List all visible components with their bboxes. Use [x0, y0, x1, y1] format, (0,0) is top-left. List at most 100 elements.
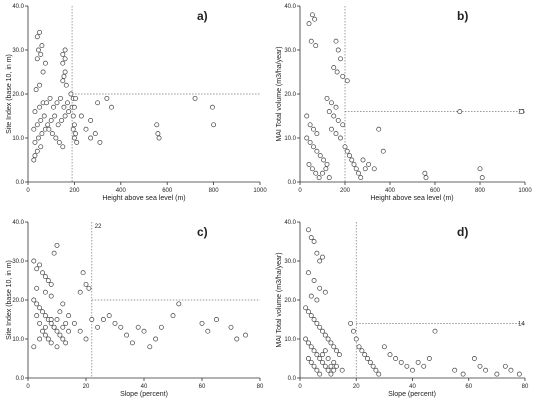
data-point: [89, 317, 95, 322]
data-point: [74, 139, 80, 145]
data-point: [48, 317, 54, 322]
data-point: [62, 47, 68, 53]
data-point: [381, 344, 387, 350]
data-point: [59, 117, 65, 123]
data-point: [214, 317, 219, 322]
data-point: [314, 320, 320, 326]
data-point: [306, 161, 312, 167]
data-point: [63, 340, 69, 346]
data-point: [62, 56, 68, 62]
data-point: [77, 328, 83, 334]
data-point: [37, 82, 43, 88]
data-point: [303, 336, 309, 342]
data-point: [423, 175, 429, 181]
x-tick-label: 40: [141, 384, 148, 390]
y-tick-label: 30.0: [284, 48, 296, 54]
data-point: [31, 297, 37, 303]
data-point: [477, 166, 483, 172]
x-tick-label: 20: [83, 384, 90, 390]
data-point: [37, 104, 43, 110]
data-point: [353, 166, 359, 172]
data-point: [322, 289, 328, 295]
data-point: [83, 126, 89, 132]
data-point: [156, 135, 162, 141]
data-point: [58, 95, 63, 101]
x-tick-label: 1000: [253, 188, 267, 194]
data-point: [320, 352, 325, 358]
data-point: [360, 157, 366, 163]
data-point: [70, 113, 76, 119]
data-point: [325, 356, 331, 361]
data-point: [34, 266, 40, 272]
data-point: [321, 157, 327, 163]
data-point: [362, 166, 368, 172]
data-point: [432, 328, 438, 334]
data-point: [228, 324, 234, 330]
data-point: [335, 117, 341, 123]
data-point: [211, 122, 217, 128]
y-tick-label: 40.0: [12, 4, 24, 10]
data-point: [314, 297, 320, 303]
data-point: [104, 95, 110, 101]
data-point: [57, 309, 63, 315]
data-point: [55, 122, 61, 128]
data-point: [320, 328, 325, 334]
data-point: [304, 135, 310, 141]
data-point: [373, 367, 379, 373]
data-point: [313, 43, 319, 49]
data-point: [317, 324, 323, 330]
data-point: [516, 371, 522, 377]
data-point: [311, 348, 317, 354]
data-point: [34, 34, 40, 40]
data-point: [421, 363, 427, 369]
x-tick-label: 60: [199, 384, 206, 390]
data-point: [77, 289, 83, 295]
data-point: [60, 78, 66, 84]
x-tick-label: 400: [116, 188, 127, 194]
data-point: [359, 348, 365, 354]
data-point: [329, 126, 334, 132]
data-point: [365, 356, 370, 361]
data-point: [192, 95, 198, 101]
data-point: [44, 100, 50, 106]
data-point: [42, 324, 48, 330]
y-axis-label: Site Index (base 10, in m): [6, 260, 13, 340]
data-point: [71, 104, 77, 110]
data-point: [358, 175, 364, 181]
data-point: [508, 367, 514, 373]
data-point: [329, 100, 334, 106]
x-tick-label: 400: [385, 188, 396, 194]
data-point: [311, 126, 316, 132]
data-point: [64, 100, 70, 106]
data-point: [344, 78, 350, 84]
reference-y-label: 14: [518, 321, 525, 327]
data-point: [479, 175, 485, 181]
data-point: [42, 289, 48, 295]
data-point: [34, 313, 40, 319]
data-point: [60, 324, 66, 330]
data-point: [46, 126, 52, 132]
chart-panel-1: 0.0 10.0 20.0 30.0 40.0 0 200 400 600 800 1000 Heig…: [6, 4, 267, 202]
x-axis-label: Slope (percent): [120, 391, 168, 398]
data-point: [305, 340, 311, 346]
data-point: [45, 122, 51, 128]
data-point: [60, 60, 66, 66]
chart-panel-4: 0.0 10.0 20.0 30.0 40.0 0 20 40 60 80 14 Slope (per…: [276, 220, 529, 398]
data-point: [333, 38, 339, 44]
data-point: [502, 363, 508, 369]
y-tick-label: 0.0: [16, 180, 25, 186]
data-point: [312, 16, 318, 22]
data-point: [54, 328, 60, 334]
y-tick-label: 10.0: [12, 136, 24, 142]
data-point: [51, 104, 56, 110]
data-point: [314, 131, 320, 137]
data-point: [314, 367, 320, 373]
data-point: [243, 332, 248, 338]
data-point: [410, 367, 415, 373]
data-point: [40, 69, 46, 75]
data-point: [135, 324, 141, 330]
data-point: [334, 363, 340, 369]
data-point: [305, 309, 311, 315]
data-point: [33, 87, 39, 93]
data-point: [307, 122, 313, 128]
